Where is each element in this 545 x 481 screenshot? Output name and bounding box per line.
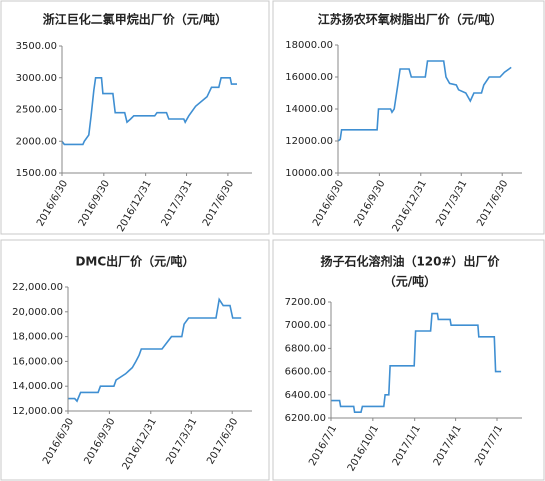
panel [0, 239, 270, 481]
chart-title: DMC出厂价（元/吨） [75, 254, 194, 269]
y-tick-label: 3500.00 [16, 41, 57, 52]
y-tick-label: 2000.00 [16, 136, 57, 147]
y-tick-label: 1500.00 [16, 168, 57, 179]
panel [272, 0, 545, 235]
chart-title: （元/吨） [384, 274, 436, 289]
y-tick-label: 2500.00 [16, 105, 57, 116]
y-tick-label: 14000.00 [285, 104, 333, 115]
y-tick-label: 3000.00 [16, 73, 57, 84]
y-tick-label: 6800.00 [285, 343, 326, 354]
y-tick-label: 10000.00 [285, 168, 333, 179]
y-tick-label: 20,000.00 [12, 307, 63, 318]
y-tick-label: 18000.00 [285, 40, 333, 51]
y-tick-label: 16,000.00 [12, 356, 63, 367]
y-tick-label: 7200.00 [285, 297, 326, 308]
y-tick-label: 16000.00 [285, 72, 333, 83]
chart-title: 浙江巨化二氯甲烷出厂价（元/吨） [43, 12, 227, 27]
y-tick-label: 6200.00 [285, 413, 326, 424]
panel [0, 0, 270, 235]
y-tick-label: 22,000.00 [12, 282, 63, 293]
chart-title: 江苏扬农环氧树脂出厂价（元/吨） [318, 12, 502, 27]
y-tick-label: 12,000.00 [12, 406, 63, 417]
chart-title: 扬子石化溶剂油（120#）出厂价 [320, 254, 500, 269]
price-line [61, 77, 237, 146]
y-tick-label: 6400.00 [285, 390, 326, 401]
price-line [68, 297, 242, 403]
y-tick-label: 12000.00 [285, 136, 333, 147]
y-tick-label: 18,000.00 [12, 332, 63, 343]
y-tick-label: 7000.00 [285, 320, 326, 331]
y-tick-label: 6600.00 [285, 367, 326, 378]
price-line [331, 312, 502, 413]
price-line [337, 60, 512, 142]
y-tick-label: 14,000.00 [12, 381, 63, 392]
panel [272, 239, 545, 481]
